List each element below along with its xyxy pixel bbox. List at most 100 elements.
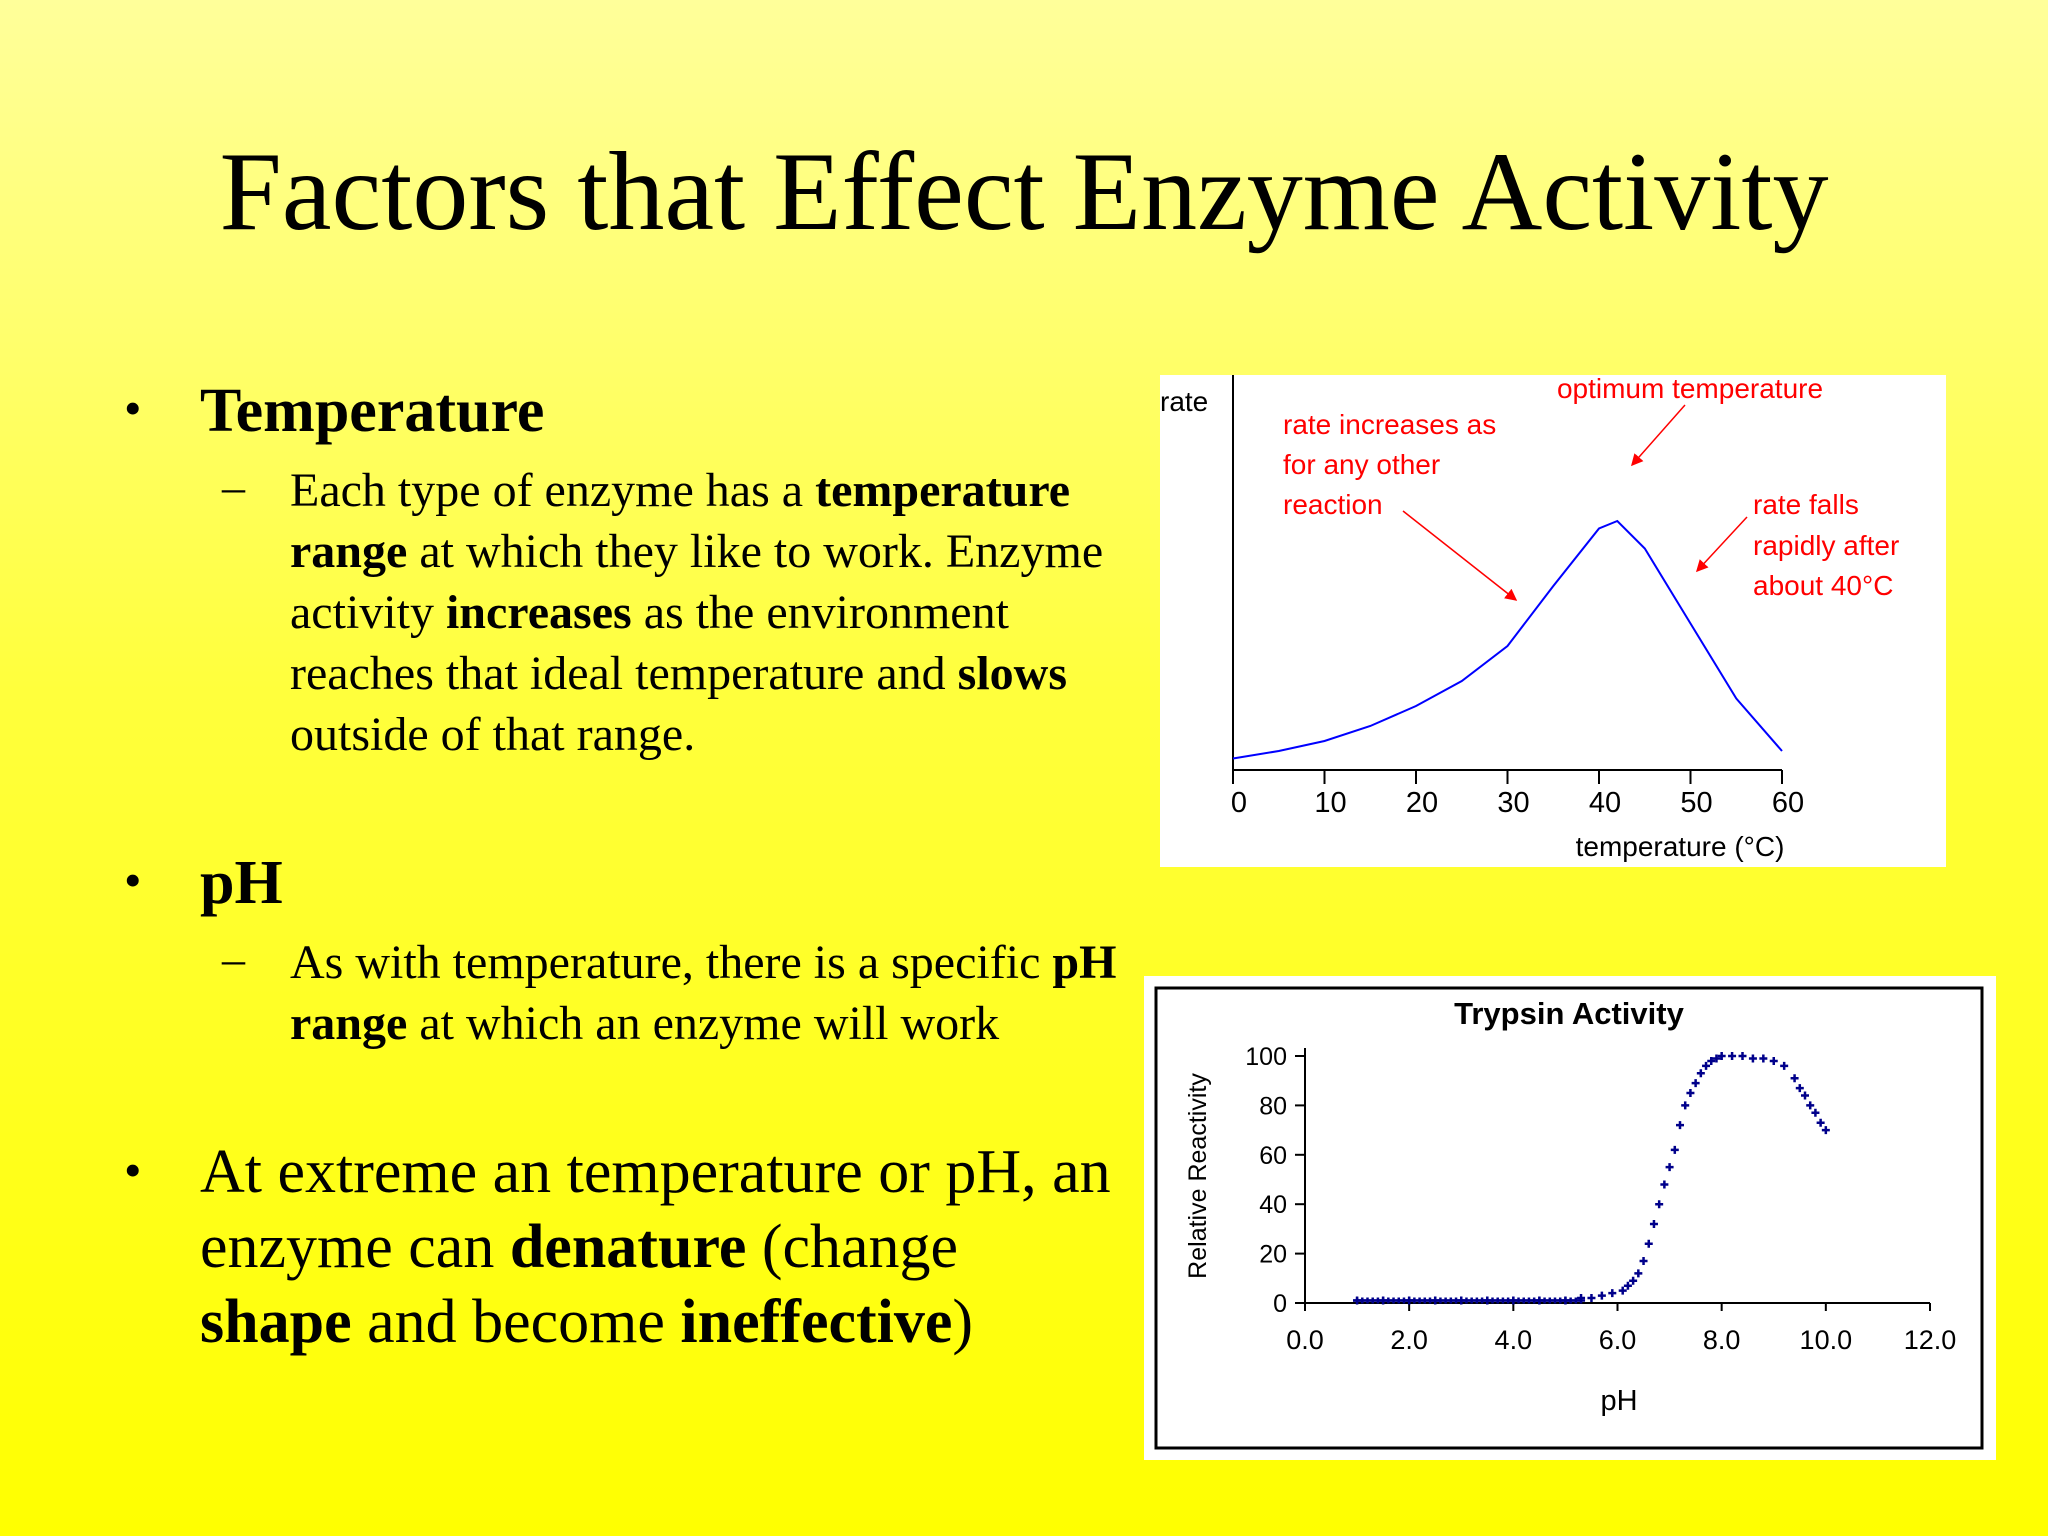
y-tick-label: 100 — [1245, 1043, 1287, 1071]
annotation-text: rate falls — [1753, 489, 1859, 520]
bullet-dot: • — [124, 380, 142, 436]
y-axis-label: Relative Reactivity — [1184, 1073, 1212, 1279]
x-tick-label: 10 — [1314, 787, 1346, 819]
y-tick-label: 0 — [1273, 1290, 1287, 1318]
trypsin-chart-panel: 0 20 40 60 80 100 0.0 2.0 4.0 6.0 8.0 10.0 12.0 Tryps… — [1144, 976, 1996, 1460]
x-tick-label: 0 — [1231, 787, 1247, 819]
annotation-text: rate increases as — [1283, 409, 1496, 440]
text-run: (change — [746, 1213, 959, 1281]
data-point — [1686, 1089, 1695, 1098]
temperature-curve — [1232, 519, 1783, 760]
bold-term: temperature range — [290, 464, 1071, 578]
temperature-text: Each type of enzyme has a temperature ra… — [290, 460, 1150, 765]
text-run: Each type of enzyme has a — [290, 464, 816, 517]
bold-term: pH range — [290, 936, 1117, 1050]
bullet-dot: • — [124, 1142, 142, 1198]
data-point — [1629, 1276, 1638, 1285]
x-tick-label: 8.0 — [1703, 1325, 1741, 1355]
x-tick-label: 6.0 — [1599, 1325, 1637, 1355]
data-point — [1587, 1294, 1596, 1303]
data-point — [1670, 1145, 1679, 1154]
data-point — [1811, 1108, 1820, 1117]
data-point — [1618, 1286, 1627, 1295]
x-tick-label: 4.0 — [1495, 1325, 1533, 1355]
chart-title: Trypsin Activity — [1454, 996, 1684, 1031]
bullet-dot: • — [124, 852, 142, 908]
y-tick-label: 40 — [1259, 1191, 1287, 1219]
data-point — [1769, 1056, 1778, 1065]
bold-term: shape — [200, 1288, 352, 1356]
y-tick-label: 20 — [1259, 1241, 1287, 1269]
bold-term: increases — [445, 586, 632, 639]
data-point — [1655, 1200, 1664, 1209]
text-run: As with temperature, there is a specific — [290, 936, 1053, 989]
temperature-chart: 0 10 20 30 40 50 60 temperature (°C) rate rate in… — [1160, 373, 1899, 862]
y-tick-label: 60 — [1259, 1142, 1287, 1170]
x-tick-label: 30 — [1497, 787, 1529, 819]
bold-term: slows — [957, 647, 1067, 700]
ph-text: As with temperature, there is a specific… — [290, 932, 1170, 1054]
x-tick-label: 2.0 — [1390, 1325, 1428, 1355]
data-point — [1608, 1289, 1617, 1298]
chart-frame — [1154, 986, 1984, 1450]
x-tick-label: 60 — [1772, 787, 1804, 819]
y-axis-label: rate — [1160, 386, 1208, 417]
x-tick-label: 0.0 — [1286, 1325, 1324, 1355]
data-point — [1780, 1061, 1789, 1070]
data-point — [1801, 1091, 1809, 1100]
sub-dash: – — [222, 461, 245, 512]
data-point — [1660, 1180, 1669, 1189]
annotation-text: for any other — [1283, 449, 1440, 480]
data-point — [1707, 1056, 1716, 1065]
y-tick-label: 80 — [1259, 1092, 1287, 1120]
temperature-heading: Temperature — [200, 377, 545, 445]
annotation-text: about 40°C — [1753, 570, 1893, 601]
data-point — [1623, 1281, 1632, 1290]
annotation-text: optimum temperature — [1557, 375, 1823, 404]
text-run: at which an enzyme will work — [407, 997, 1000, 1050]
bold-term: ineffective — [680, 1288, 953, 1356]
text-run: ) — [952, 1288, 974, 1356]
data-point — [1806, 1101, 1815, 1110]
x-axis-label: temperature (°C) — [1576, 831, 1785, 862]
x-tick-label: 10.0 — [1800, 1325, 1853, 1355]
data-point — [1665, 1163, 1674, 1172]
data-point — [1681, 1101, 1690, 1110]
ph-heading: pH — [200, 849, 283, 917]
data-point — [1821, 1126, 1830, 1135]
text-run: outside of that range. — [290, 708, 696, 761]
bold-term: denature — [509, 1213, 747, 1281]
annotation-text: reaction — [1283, 489, 1383, 520]
data-point — [1759, 1054, 1768, 1063]
data-point — [1577, 1297, 1586, 1304]
temperature-chart-panel: 0 10 20 30 40 50 60 temperature (°C) rate rate in… — [1160, 373, 1946, 867]
trypsin-chart: 0 20 40 60 80 100 0.0 2.0 4.0 6.0 8.0 10.0 12.0 Tryps… — [1154, 986, 1984, 1450]
data-point — [1748, 1054, 1757, 1063]
data-point — [1634, 1269, 1643, 1278]
slide-title: Factors that Effect Enzyme Activity — [219, 130, 1829, 254]
data-point — [1676, 1121, 1684, 1130]
data-point — [1702, 1061, 1711, 1070]
x-axis-label: pH — [1600, 1385, 1637, 1417]
data-point — [1816, 1118, 1825, 1127]
data-point — [1717, 1052, 1726, 1060]
data-point — [1728, 1052, 1737, 1060]
data-point — [1639, 1257, 1648, 1266]
text-run: At extreme an temperature or pH, an enzy… — [200, 1138, 1111, 1281]
data-point — [1644, 1239, 1653, 1248]
data-point — [1790, 1074, 1799, 1083]
data-point — [1597, 1291, 1606, 1300]
annotation-arrow — [1402, 510, 1518, 601]
text-run: and become — [351, 1288, 681, 1356]
annotation-arrow — [1631, 404, 1686, 467]
data-point — [1712, 1054, 1721, 1063]
data-point — [1649, 1219, 1658, 1228]
text-run: at which they like to work. Enzyme activ… — [290, 525, 1104, 639]
text-run: as the environment reaches that ideal te… — [290, 586, 1009, 700]
annotation-text: rapidly after — [1753, 530, 1899, 561]
denature-text: At extreme an temperature or pH, an enzy… — [200, 1135, 1120, 1360]
x-tick-label: 20 — [1406, 787, 1438, 819]
x-tick-label: 40 — [1589, 787, 1621, 819]
data-point — [1795, 1084, 1804, 1093]
data-point — [1738, 1052, 1747, 1060]
